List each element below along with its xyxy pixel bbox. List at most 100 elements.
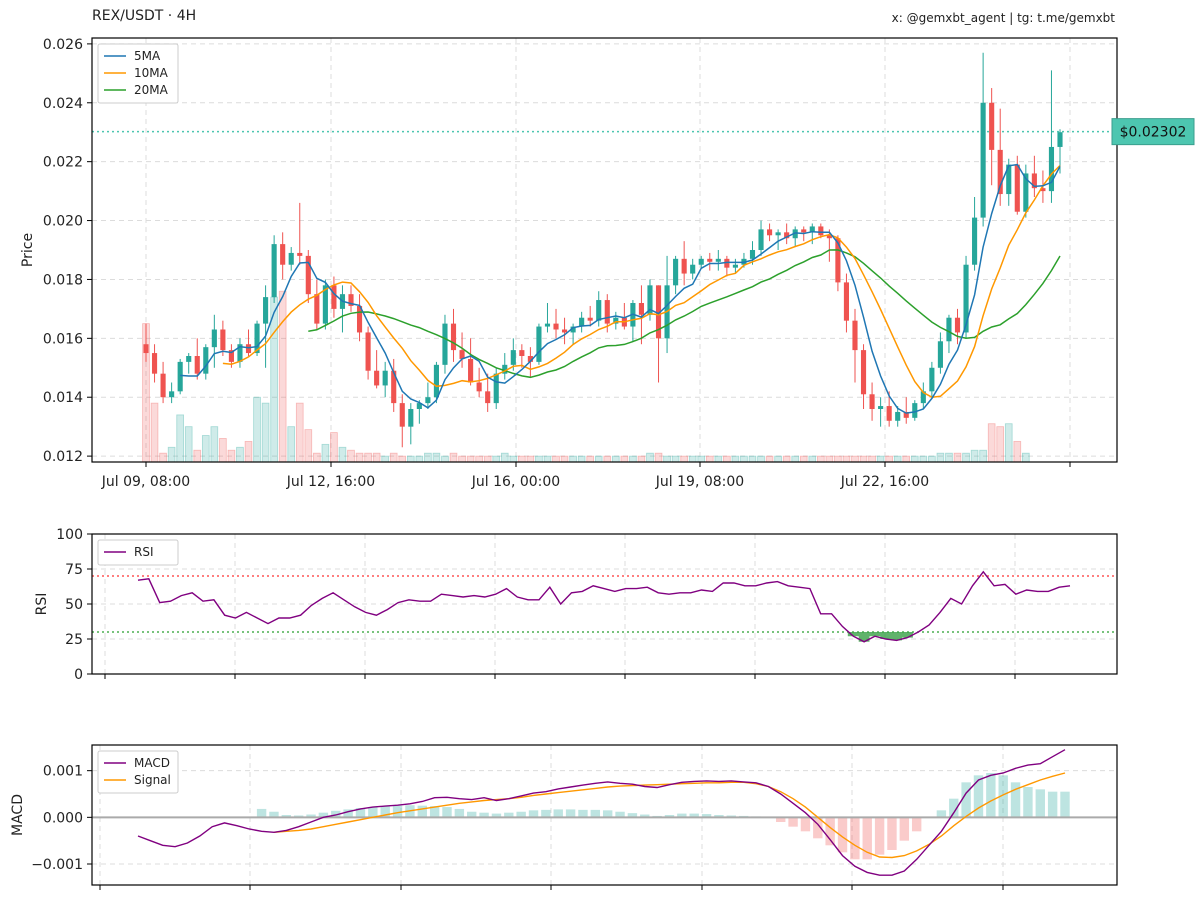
legend-entry: 10MA [134, 66, 169, 80]
histogram-bar [590, 809, 601, 818]
candle-body [433, 364, 439, 398]
candle-body [245, 344, 252, 354]
volume-bar [372, 452, 381, 463]
volume-bar [406, 455, 415, 463]
candle-body [194, 356, 200, 374]
histogram-bar [615, 811, 625, 818]
histogram-bar [800, 817, 811, 832]
ma20-line [308, 249, 1061, 379]
volume-bar [167, 446, 176, 463]
histogram-bar [269, 811, 279, 818]
volume-bar [637, 455, 646, 463]
histogram-bar [306, 814, 316, 818]
histogram-bar [640, 814, 650, 818]
volume-bar [910, 455, 919, 463]
y-tick-label: 0.018 [43, 272, 83, 288]
volume-bar [201, 435, 210, 463]
candle-body [485, 391, 491, 404]
volume-bar [347, 449, 355, 463]
volume-bar [945, 452, 953, 463]
volume-bar [928, 455, 936, 463]
volume-bar [398, 455, 407, 463]
histogram-bar [1035, 789, 1045, 818]
candle-body [937, 341, 943, 368]
volume-bar [313, 452, 321, 463]
y-tick-label: 0.012 [43, 449, 83, 465]
volume-bar [688, 455, 697, 463]
histogram-bar [417, 805, 427, 818]
candle-body [826, 235, 832, 239]
histogram-bar [936, 810, 947, 818]
candle-body [143, 344, 149, 354]
price-tag-label: $0.02302 [1120, 125, 1187, 141]
volume-bar [654, 452, 663, 463]
volume-bar [714, 455, 723, 463]
volume-bar [817, 455, 825, 463]
price-tag [1111, 118, 1195, 146]
volume-bar [620, 455, 629, 463]
y-tick-label: 0 [74, 667, 83, 683]
histogram-bar [1060, 791, 1070, 818]
candle-body [169, 391, 175, 398]
histogram-bar [973, 775, 984, 818]
volume-bar [483, 455, 492, 463]
candle-body [758, 229, 764, 250]
histogram-bar [578, 809, 588, 818]
histogram-bar [837, 817, 848, 853]
volume-bar [560, 455, 569, 463]
volume-bar [1022, 452, 1030, 463]
volume-bar [193, 449, 202, 463]
x-tick-label: Jul 09, 08:00 [101, 474, 190, 490]
volume-bar [569, 455, 577, 463]
volume-bar [970, 449, 979, 463]
price-panel: 0.012 0.014 0.016 0.018 0.020 0.022 0.024 0.026… [20, 37, 1195, 490]
candle-body [561, 329, 568, 333]
volume-bar [364, 452, 372, 463]
candle-body [263, 297, 269, 324]
volume-bar [876, 455, 885, 463]
candle-body [553, 323, 559, 330]
histogram-bar [256, 808, 267, 818]
y-tick-label: 0.022 [43, 155, 83, 171]
candle-body [903, 411, 909, 418]
volume-bar [834, 455, 842, 463]
y-tick-label: 0.024 [43, 96, 83, 112]
histogram-bar [887, 817, 897, 850]
volume-bar [543, 455, 552, 463]
candle-body [177, 361, 183, 392]
volume-bar [475, 455, 483, 463]
histogram-bar [1010, 782, 1021, 818]
candle-body [544, 323, 551, 327]
volume-bar [740, 455, 748, 463]
macd-panel: 0.001 0.000 −0.001 MACD MACD Signal [10, 744, 1118, 890]
candle-body [237, 344, 243, 362]
candle-body [425, 397, 431, 404]
histogram-bar [528, 810, 539, 818]
histogram-bar [874, 817, 885, 855]
histogram-bar [380, 806, 390, 818]
volume-bar [902, 455, 911, 463]
volume-bar [611, 455, 620, 463]
histogram-bar [331, 810, 341, 818]
candle-body [476, 382, 482, 392]
candle-body [587, 317, 593, 321]
macd-line [137, 749, 1066, 876]
histogram-bar [1023, 787, 1033, 818]
legend-entry: 5MA [134, 49, 161, 63]
volume-bar [278, 290, 287, 463]
candle-body [408, 409, 414, 427]
candle-body [843, 282, 850, 321]
volume-bar [603, 455, 612, 463]
histogram-bar [677, 813, 687, 818]
histogram-bar [701, 814, 712, 818]
histogram-bar [368, 807, 378, 818]
candle-body [416, 403, 422, 409]
candle-body [989, 102, 995, 150]
volume-bar [953, 452, 962, 463]
candle-body [322, 285, 328, 324]
volume-bar [782, 455, 791, 463]
histogram-bar [553, 809, 563, 818]
y-tick-label: 100 [56, 527, 83, 543]
candle-body [852, 320, 858, 351]
candle-body [655, 285, 662, 339]
